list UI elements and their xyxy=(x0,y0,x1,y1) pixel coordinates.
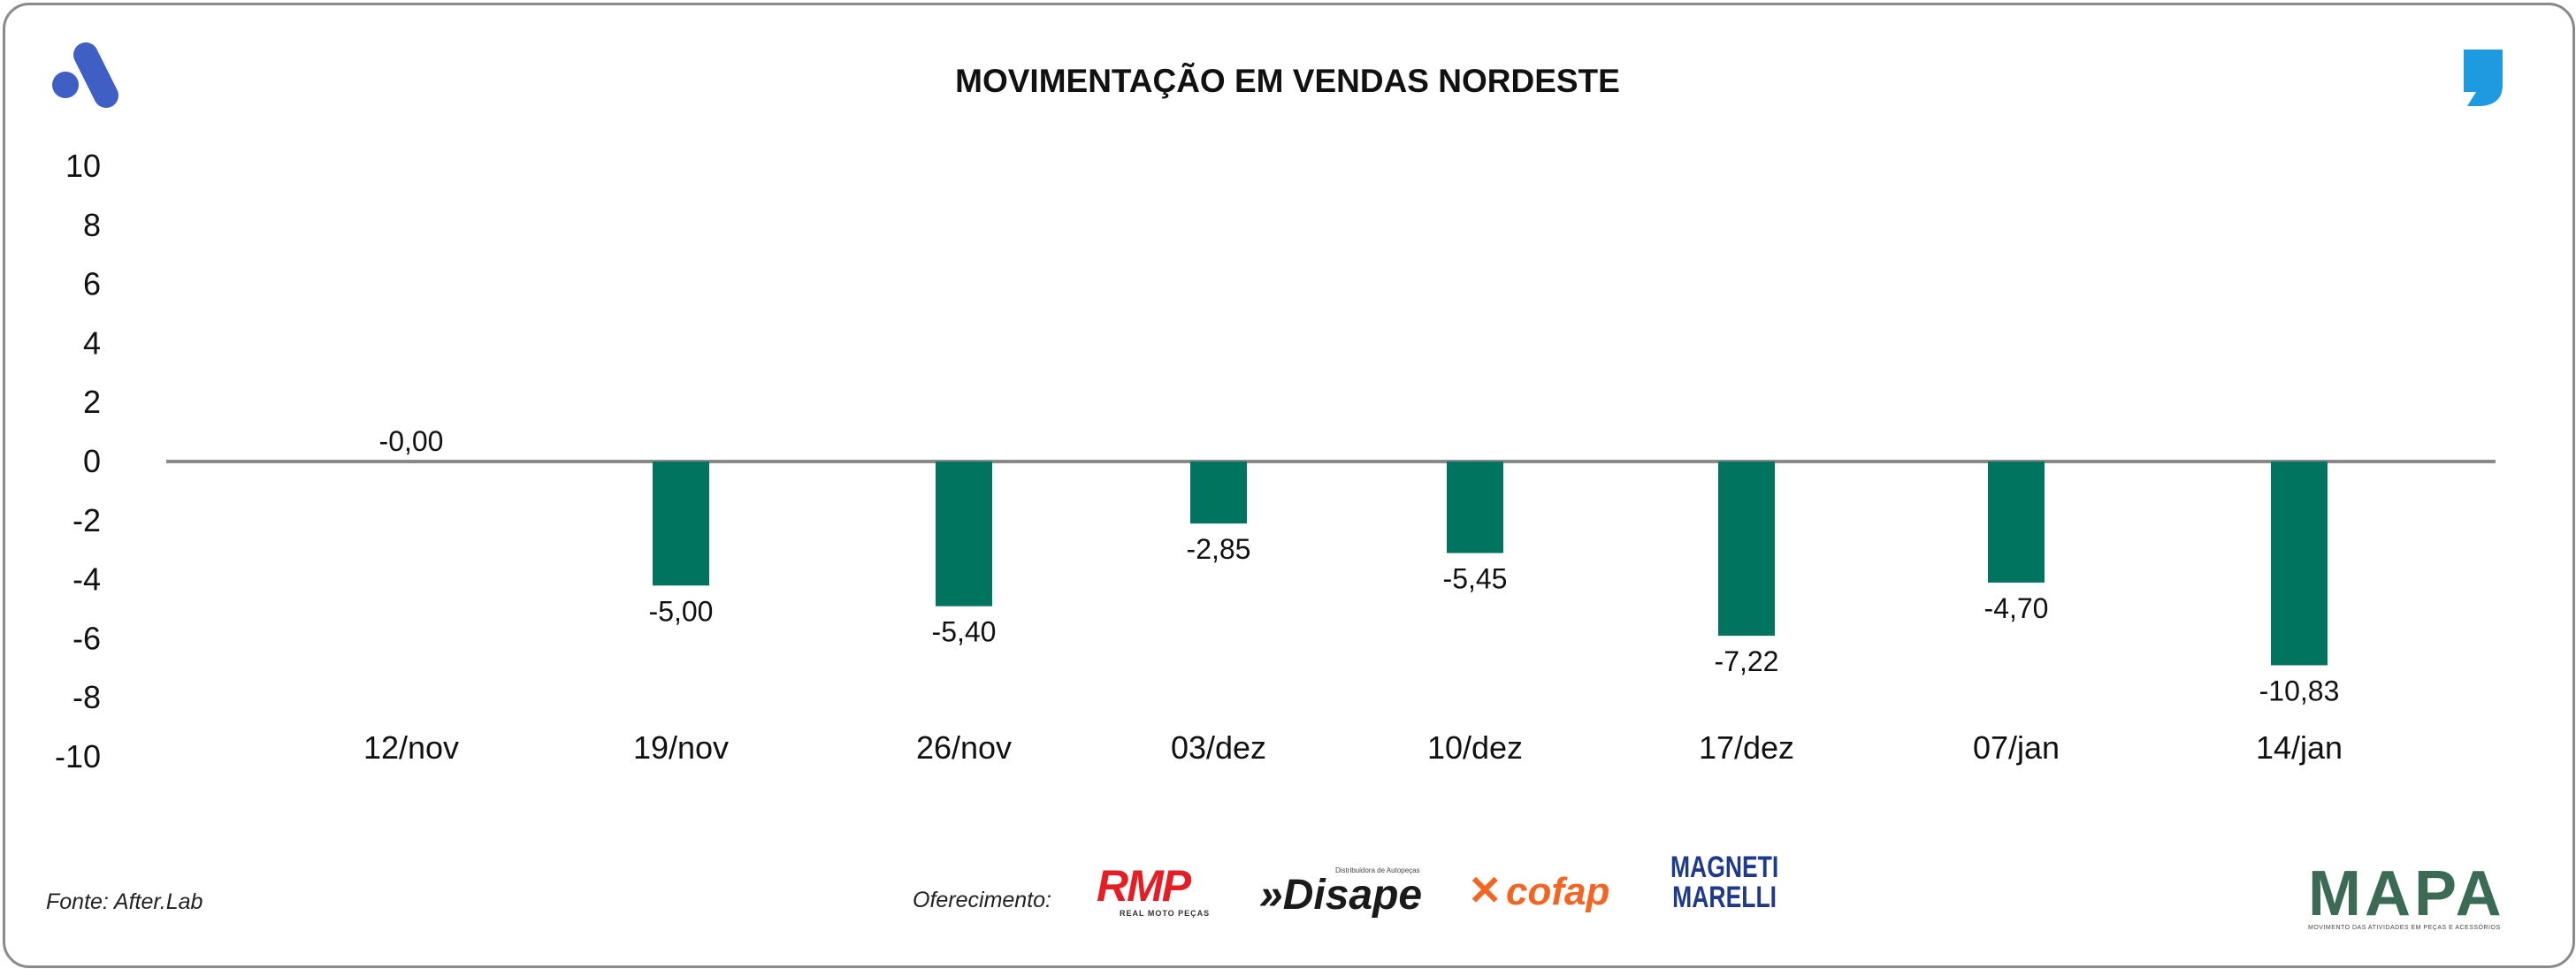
chart-frame xyxy=(3,3,2575,968)
rmp-logo-subtext: REAL MOTO PEÇAS xyxy=(1120,909,1211,918)
y-tick-label: 4 xyxy=(83,324,101,361)
x-tick-label: 07/jan xyxy=(1973,729,2060,766)
x-tick-label: 10/dez xyxy=(1427,729,1523,766)
rmp-logo-text: RMP xyxy=(1097,861,1191,911)
rmp-logo: RMP REAL MOTO PEÇAS xyxy=(1097,863,1210,918)
sponsor-caption: Oferecimento: xyxy=(913,888,1052,912)
source-text: Fonte: After.Lab xyxy=(46,889,203,914)
y-tick-label: -4 xyxy=(73,561,101,598)
y-tick-label: -8 xyxy=(73,679,101,715)
data-label: -5,40 xyxy=(932,616,997,648)
data-label: -0,00 xyxy=(379,425,444,457)
data-label: -7,22 xyxy=(1715,645,1779,677)
data-label: -10,83 xyxy=(2259,675,2340,706)
x-tick-label: 26/nov xyxy=(916,729,1012,766)
y-tick-label: -6 xyxy=(73,620,101,656)
data-label: -5,45 xyxy=(1443,563,1508,595)
bar xyxy=(1190,462,1247,524)
disape-logo: Distribuidora de Autopeças »Disape xyxy=(1259,866,1422,917)
x-tick-label: 14/jan xyxy=(2256,729,2343,766)
data-label: -5,00 xyxy=(649,595,714,627)
brand-logo-icon xyxy=(52,42,118,108)
y-tick-label: 0 xyxy=(83,443,101,479)
data-label: -2,85 xyxy=(1187,533,1251,565)
magneti-marelli-logo-text: MAGNETI MARELLI xyxy=(1670,851,1779,914)
x-axis: 12/nov 19/nov 26/nov 03/dez 10/dez 17/dez 07/j… xyxy=(363,729,2343,766)
disape-logo-subtext: Distribuidora de Autopeças xyxy=(1335,866,1420,874)
data-labels: -0,00 -5,00 -5,40 -2,85 -5,45 -7,22 -4,70 -10,8… xyxy=(379,425,2340,706)
x-tick-label: 12/nov xyxy=(363,729,459,766)
bar xyxy=(653,462,709,586)
y-tick-label: 8 xyxy=(83,207,101,243)
y-tick-label: -2 xyxy=(73,502,101,538)
y-tick-label: 2 xyxy=(83,384,101,420)
y-tick-label: 10 xyxy=(65,148,101,184)
bar xyxy=(2271,462,2328,666)
cofap-x-icon: ✕ xyxy=(1468,867,1502,913)
mapa-logo-subtext: MOVIMENTO DAS ATIVIDADES EM PEÇAS E ACES… xyxy=(2308,925,2501,931)
cofap-logo: ✕ cofap xyxy=(1468,866,1609,914)
x-tick-label: 17/dez xyxy=(1699,729,1794,766)
y-axis: 10 8 6 4 2 0 -2 -4 -6 -8 -10 xyxy=(55,148,101,774)
mapa-logo-text: MAPA xyxy=(2308,858,2505,929)
quote-logo-icon xyxy=(2464,50,2503,106)
x-tick-label: 03/dez xyxy=(1171,729,1266,766)
bar xyxy=(1718,462,1775,637)
bar-series xyxy=(383,462,2328,666)
magneti-marelli-logo: MAGNETI MARELLI xyxy=(1659,852,1792,912)
x-tick-label: 19/nov xyxy=(633,729,729,766)
bar xyxy=(936,462,992,607)
disape-logo-text: »Disape xyxy=(1259,872,1423,919)
y-tick-label: -10 xyxy=(55,738,101,774)
bar xyxy=(1447,462,1503,553)
bar xyxy=(1988,462,2045,583)
y-tick-label: 6 xyxy=(83,266,101,302)
mapa-logo: MAPA MOVIMENTO DAS ATIVIDADES EM PEÇAS E… xyxy=(2308,858,2507,931)
chart-title: MOVIMENTAÇÃO EM VENDAS NORDESTE xyxy=(955,62,1620,99)
cofap-logo-text: cofap xyxy=(1506,870,1610,913)
data-label: -4,70 xyxy=(1984,592,2049,624)
